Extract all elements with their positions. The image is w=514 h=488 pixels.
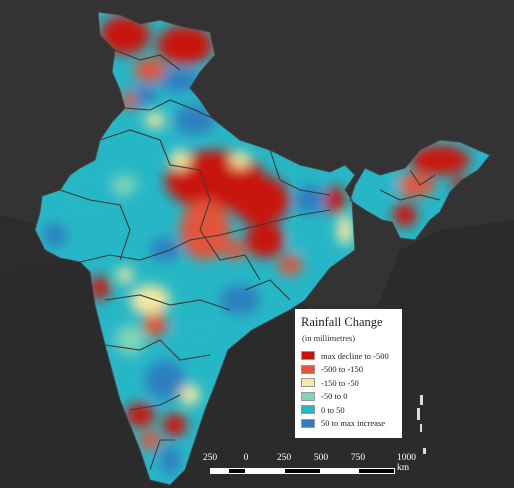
scale-segment <box>228 468 246 474</box>
legend-item: -50 to 0 <box>301 390 398 404</box>
sea-area <box>0 222 60 270</box>
legend: Rainfall Change (in millimetres) max dec… <box>295 309 402 438</box>
legend-item: max decline to -500 <box>301 349 398 363</box>
legend-label: 0 to 50 <box>321 404 345 415</box>
scale-segment <box>284 468 321 474</box>
legend-label: -150 to -50 <box>321 377 359 388</box>
legend-item: 0 to 50 <box>301 403 398 417</box>
state-boundaries <box>59 49 441 471</box>
legend-label: 50 to max increase <box>321 418 385 429</box>
legend-unit: (in millimetres) <box>302 333 356 343</box>
scale-segment <box>321 468 358 474</box>
legend-swatch <box>301 351 315 361</box>
legend-item: -150 to -50 <box>301 376 398 390</box>
scale-label: 500 <box>313 453 329 463</box>
scale-bar: 250 0 250 500 750 1000 km <box>200 453 430 483</box>
legend-swatch <box>301 378 315 388</box>
legend-label: max decline to -500 <box>321 350 389 361</box>
scale-label: 0 <box>243 453 249 463</box>
legend-item: -500 to -150 <box>301 363 398 377</box>
legend-swatch <box>301 364 315 374</box>
legend-label: -50 to 0 <box>321 391 348 402</box>
india-outline <box>34 11 356 486</box>
scale-segment <box>358 468 395 474</box>
andaman-islands <box>417 395 426 454</box>
scale-label: 250 <box>202 453 218 463</box>
legend-title: Rainfall Change <box>301 315 383 329</box>
scale-label: 750 <box>350 453 366 463</box>
legend-swatch <box>301 418 315 428</box>
scale-label: 1000 km <box>397 453 416 473</box>
legend-swatch <box>301 405 315 415</box>
northeast-outline <box>349 139 491 241</box>
scale-label: 250 <box>276 453 292 463</box>
scale-segment <box>246 468 284 474</box>
legend-item: 50 to max increase <box>301 417 398 431</box>
scale-segment <box>210 468 228 474</box>
legend-label: -500 to -150 <box>321 364 364 375</box>
legend-swatch <box>301 391 315 401</box>
